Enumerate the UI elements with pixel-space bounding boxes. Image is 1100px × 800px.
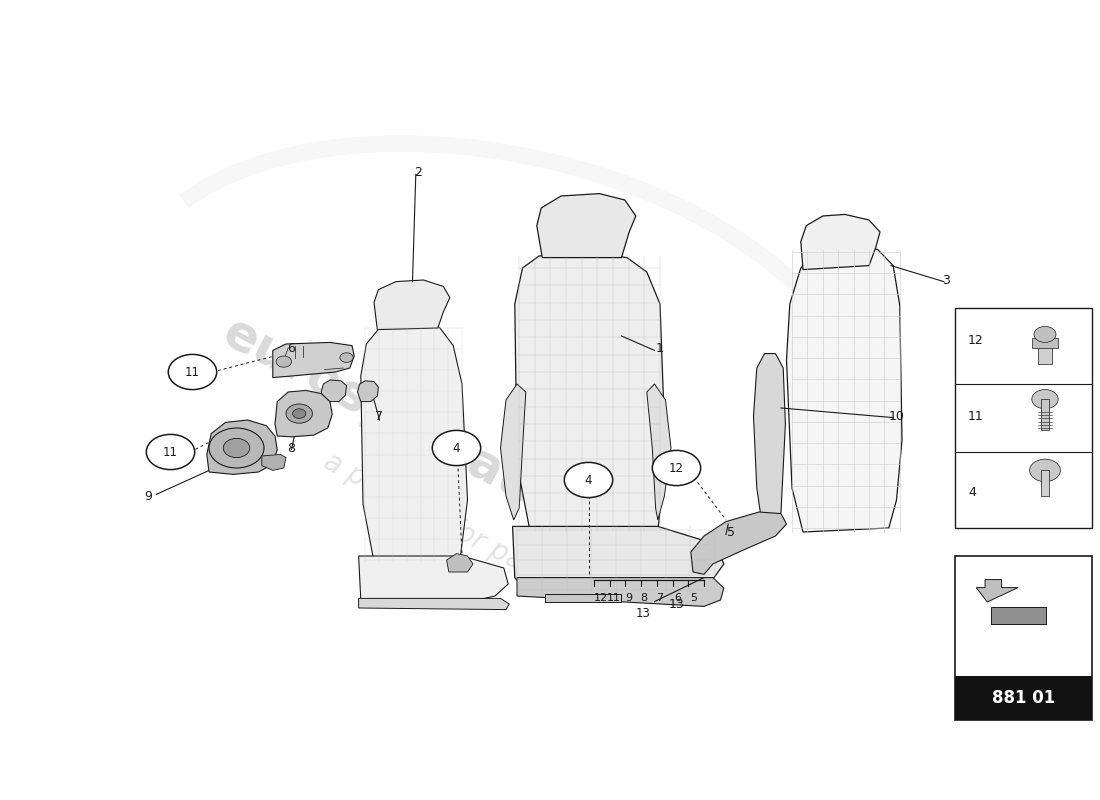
Text: 3: 3 xyxy=(942,274,950,286)
Text: 9: 9 xyxy=(144,490,153,502)
Polygon shape xyxy=(977,579,1019,602)
Circle shape xyxy=(276,356,292,367)
Text: 7: 7 xyxy=(657,593,663,602)
Circle shape xyxy=(146,434,195,470)
Text: eurosportautos: eurosportautos xyxy=(214,309,622,555)
Polygon shape xyxy=(321,380,346,402)
Text: 12: 12 xyxy=(594,593,607,602)
FancyBboxPatch shape xyxy=(955,556,1092,720)
Polygon shape xyxy=(447,554,473,572)
Text: 7: 7 xyxy=(375,410,384,422)
Circle shape xyxy=(1034,326,1056,342)
Circle shape xyxy=(340,353,353,362)
Text: a passion for parts: a passion for parts xyxy=(319,447,561,593)
Text: 11: 11 xyxy=(968,410,983,422)
Polygon shape xyxy=(515,252,666,532)
Polygon shape xyxy=(359,556,508,604)
Polygon shape xyxy=(513,526,724,594)
Text: 881 01: 881 01 xyxy=(992,689,1055,707)
Circle shape xyxy=(432,430,481,466)
Text: 6: 6 xyxy=(287,342,296,354)
Polygon shape xyxy=(262,454,286,470)
Polygon shape xyxy=(801,214,880,270)
Text: 9: 9 xyxy=(626,593,632,602)
Text: 5: 5 xyxy=(727,526,736,538)
Circle shape xyxy=(168,354,217,390)
FancyBboxPatch shape xyxy=(1041,470,1049,496)
Text: 4: 4 xyxy=(968,486,976,498)
Polygon shape xyxy=(359,598,509,610)
Circle shape xyxy=(652,450,701,486)
Polygon shape xyxy=(273,342,354,378)
FancyBboxPatch shape xyxy=(955,676,1092,720)
Circle shape xyxy=(564,462,613,498)
FancyBboxPatch shape xyxy=(1032,338,1058,348)
Text: 12: 12 xyxy=(968,334,983,346)
Circle shape xyxy=(209,428,264,468)
Polygon shape xyxy=(544,594,622,602)
Polygon shape xyxy=(358,381,378,402)
Polygon shape xyxy=(786,244,902,532)
Polygon shape xyxy=(500,384,526,520)
Polygon shape xyxy=(275,390,332,437)
Polygon shape xyxy=(517,578,724,606)
Polygon shape xyxy=(691,512,786,574)
Text: 8: 8 xyxy=(287,442,296,454)
Text: 4: 4 xyxy=(585,474,592,486)
Circle shape xyxy=(223,438,250,458)
Text: 4: 4 xyxy=(453,442,460,454)
Text: 11: 11 xyxy=(607,593,620,602)
FancyBboxPatch shape xyxy=(1041,399,1049,430)
Text: 2: 2 xyxy=(414,166,422,178)
Circle shape xyxy=(1032,390,1058,409)
Polygon shape xyxy=(207,420,277,474)
Text: 1: 1 xyxy=(656,342,664,354)
Polygon shape xyxy=(537,194,636,258)
Circle shape xyxy=(1030,459,1060,482)
Text: 10: 10 xyxy=(889,410,904,422)
Text: 11: 11 xyxy=(185,366,200,378)
Polygon shape xyxy=(361,322,468,562)
Polygon shape xyxy=(754,354,785,524)
FancyBboxPatch shape xyxy=(1038,346,1052,364)
FancyBboxPatch shape xyxy=(955,308,1092,528)
FancyBboxPatch shape xyxy=(990,606,1045,624)
Polygon shape xyxy=(374,280,450,330)
Text: 12: 12 xyxy=(669,462,684,474)
Text: 13: 13 xyxy=(636,607,651,620)
Text: 13: 13 xyxy=(669,598,684,610)
Text: 6: 6 xyxy=(674,593,681,602)
Circle shape xyxy=(293,409,306,418)
Circle shape xyxy=(286,404,312,423)
Text: 5: 5 xyxy=(691,593,697,602)
Polygon shape xyxy=(647,384,671,520)
Text: 11: 11 xyxy=(163,446,178,458)
Text: 8: 8 xyxy=(640,593,647,602)
